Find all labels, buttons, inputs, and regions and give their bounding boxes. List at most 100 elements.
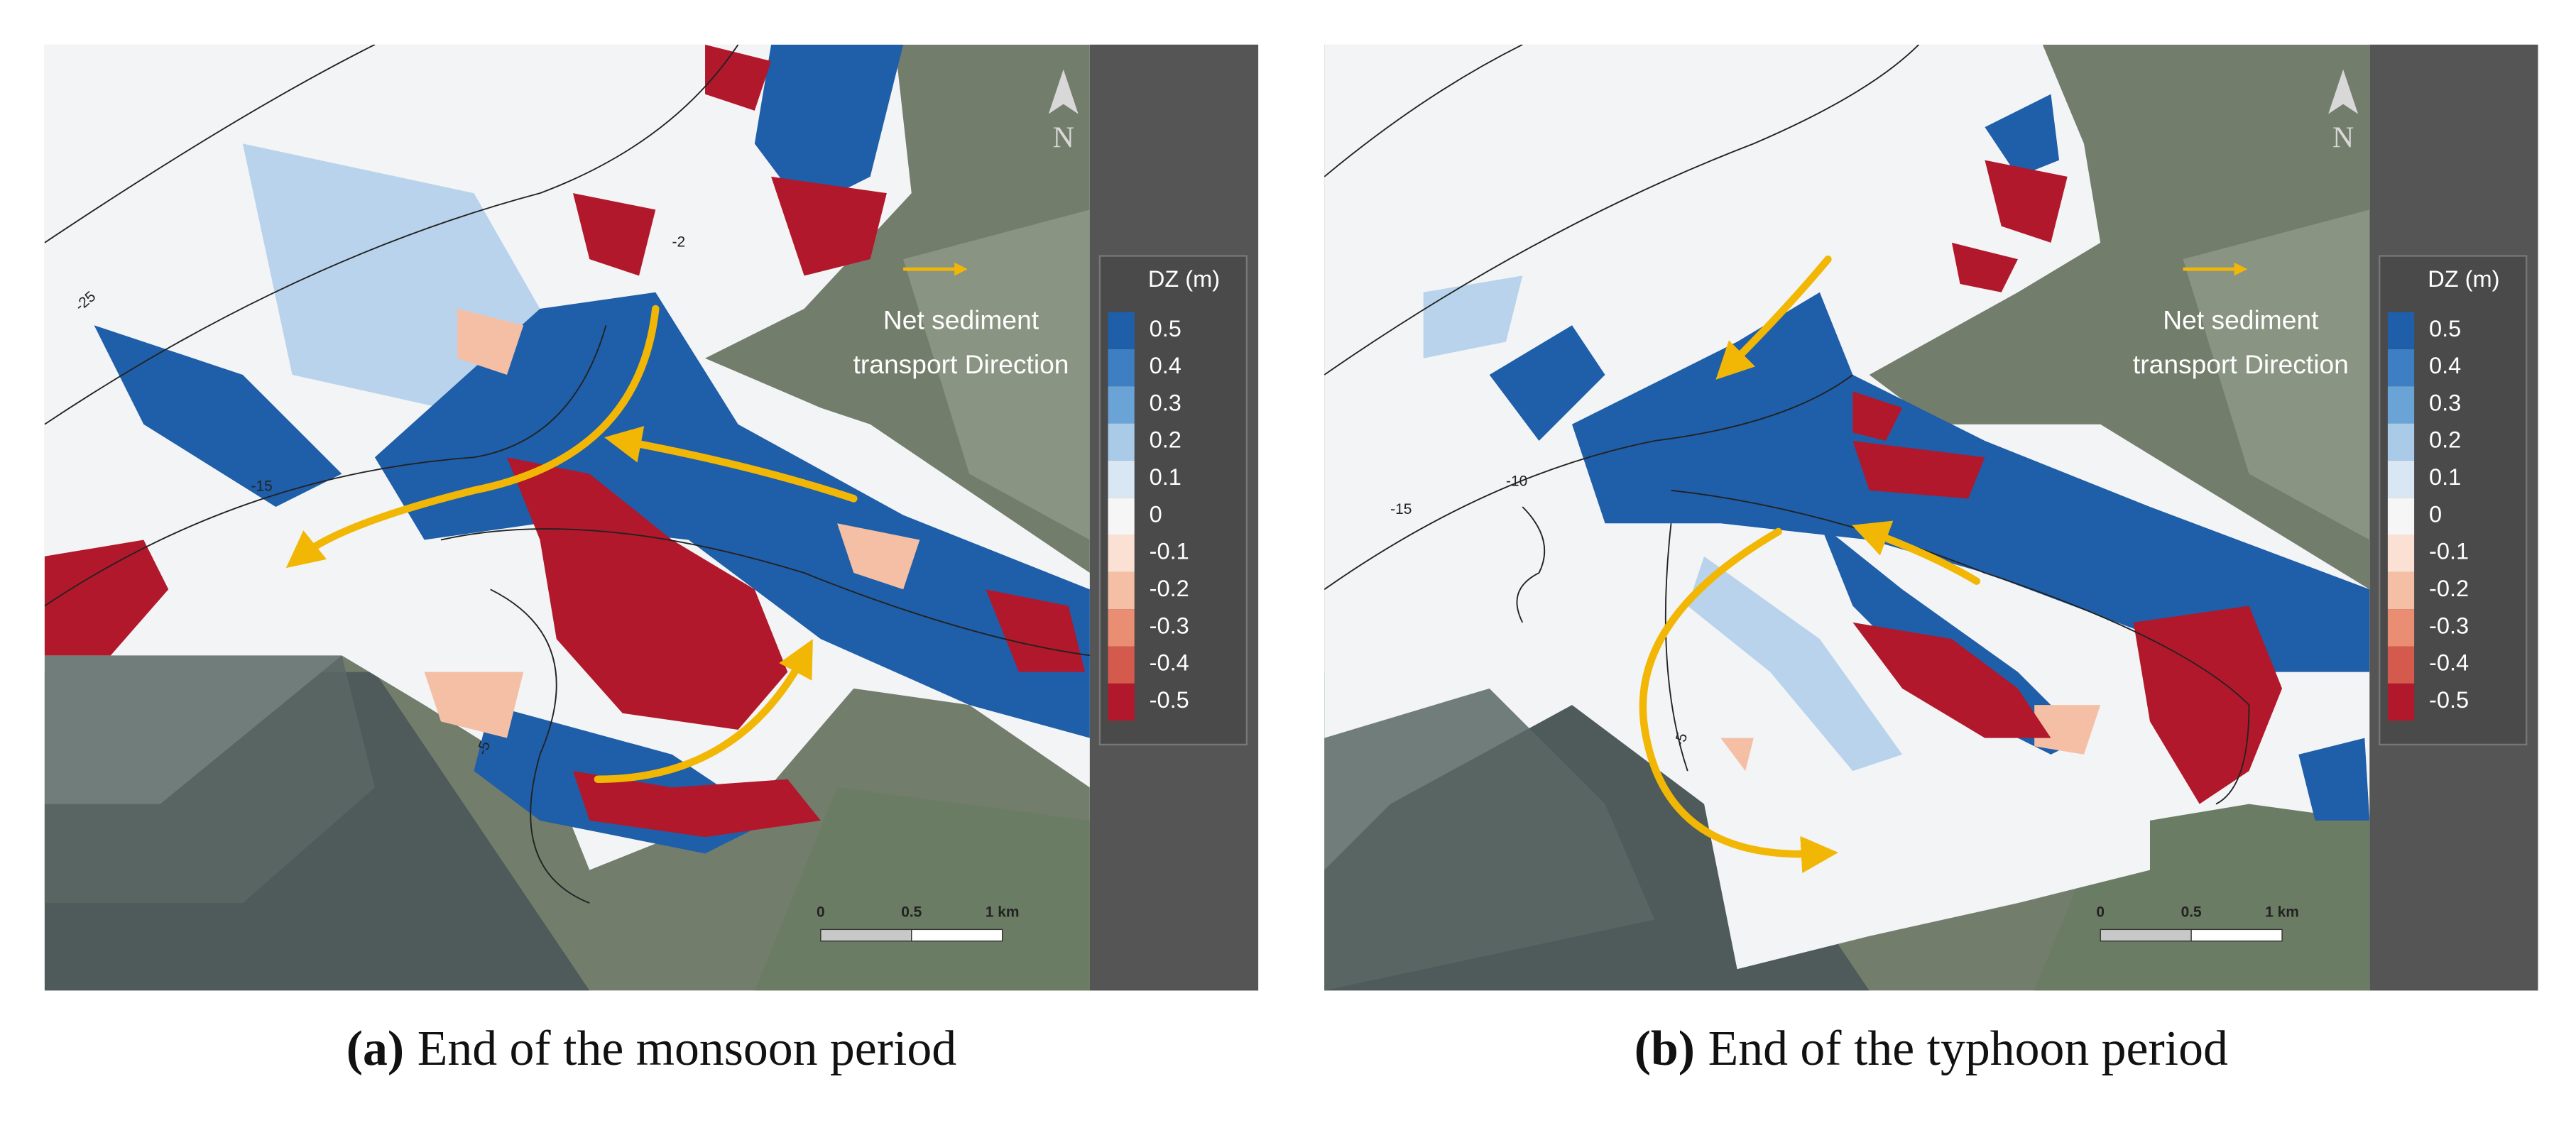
legend-label: -0.5 [2429, 687, 2469, 713]
erosion-light [837, 523, 920, 590]
erosion [1852, 440, 1985, 499]
legend-swatch [1108, 423, 1135, 461]
transport-arrow [594, 639, 813, 783]
contour-line [1324, 374, 1853, 591]
caption-text: End of the typhoon period [1708, 1021, 2228, 1076]
contour-line [1664, 523, 1688, 772]
legend-label: 0.1 [1150, 464, 1181, 490]
north-arrow [1048, 69, 1079, 114]
legend-swatch [2387, 683, 2415, 721]
transport-arrow [604, 426, 858, 503]
scale-bar-right [911, 928, 1003, 942]
erosion [1852, 391, 1903, 441]
land-light [2183, 209, 2370, 540]
contour-line [44, 324, 607, 607]
contour-line [1324, 44, 1523, 177]
north-label: N [2332, 121, 2354, 154]
map: -15-10-5 [1324, 44, 2370, 991]
legend-swatch [2387, 386, 2415, 424]
erosion [705, 44, 772, 111]
legend-title: DZ (m) [2428, 266, 2499, 292]
legend-label: 0.4 [1150, 353, 1181, 378]
land-light [903, 209, 1090, 540]
erosion [1951, 242, 2018, 292]
legend-label: -0.1 [1150, 539, 1189, 564]
legend-swatch [1108, 535, 1135, 572]
erosion [44, 539, 169, 656]
map: -25-2-15-5 [44, 44, 1090, 991]
legend-swatch [1108, 386, 1135, 424]
legend-label: 0 [1150, 501, 1162, 527]
erosion [506, 457, 788, 730]
annotation: Net sediment [2163, 305, 2319, 334]
scale-bar-label: 0 [817, 904, 825, 921]
legend-swatch [1108, 646, 1135, 684]
erosion [1852, 622, 2051, 738]
accretion [754, 44, 904, 210]
legend-swatch [2387, 646, 2415, 684]
north-label: N [1053, 121, 1074, 154]
legend-label: -0.1 [2429, 539, 2469, 564]
legend-swatch [2387, 498, 2415, 535]
legend-swatch [2387, 312, 2415, 349]
scale-bar-right [2190, 928, 2283, 942]
contour-label: -10 [1506, 473, 1527, 490]
legend-label: -0.4 [1150, 650, 1189, 676]
annotation: transport Direction [2133, 349, 2349, 379]
scale-bar-label: 0 [2096, 904, 2105, 921]
erosion [771, 176, 887, 276]
legend-swatch [1108, 683, 1135, 721]
legend: DZ (m) 0.5 0.4 0.3 0.2 0.1 0 -0.1 -0.2 -0.3 -0.4 -0… [2379, 255, 2528, 746]
contour-line [490, 588, 590, 904]
scale-bar-left [2100, 928, 2192, 942]
transport-arrow [285, 305, 660, 569]
legend-swatch [2387, 349, 2415, 387]
legend-swatch [2387, 423, 2415, 461]
contour-line [1324, 44, 1920, 376]
legend-swatch [1108, 609, 1135, 647]
legend-swatch [2387, 571, 2415, 610]
land-strip [44, 655, 375, 904]
contour-line [44, 44, 376, 243]
caption-text: End of the monsoon period [417, 1021, 957, 1076]
accretion [374, 292, 1090, 738]
accretion-light [1423, 275, 1523, 358]
caption: (a) End of the monsoon period [346, 1021, 956, 1076]
erosion-light [457, 308, 524, 375]
annotation: transport Direction [853, 349, 1069, 379]
erosion-light [424, 672, 524, 738]
erosion-light [2034, 705, 2101, 755]
caption-label: (a) [346, 1021, 404, 1076]
legend-label: 0.2 [1150, 427, 1181, 453]
transport-arrow [1639, 527, 1838, 873]
scale-bar-label: 1 km [986, 904, 1020, 921]
legend-label: -0.4 [2429, 650, 2469, 676]
legend-swatch [1108, 460, 1135, 498]
erosion [572, 771, 821, 838]
legend: DZ (m) 0.5 0.4 0.3 0.2 0.1 0 -0.1 -0.2 -0.3 -0.4 -0… [1098, 255, 1248, 746]
contour-line [44, 44, 739, 425]
contour-line [1671, 489, 2250, 805]
caption: (b) End of the typhoon period [1634, 1021, 2228, 1076]
north-arrow [2328, 69, 2359, 114]
legend-swatch [1108, 571, 1135, 610]
contour-line [440, 528, 1090, 657]
contour-label: -2 [672, 234, 686, 250]
scale-bar-left [820, 928, 912, 942]
accretion [2298, 738, 2370, 821]
legend-swatch [1108, 312, 1135, 349]
scale-bar-label: 1 km [2265, 904, 2299, 921]
legend-label: -0.2 [2429, 576, 2469, 601]
legend-swatch [2387, 460, 2415, 498]
legend-label: -0.3 [1150, 613, 1189, 638]
legend-swatch [1108, 349, 1135, 387]
contour-label: -15 [1390, 501, 1412, 517]
legend-label: 0.2 [2429, 427, 2461, 453]
legend-label: -0.3 [2429, 613, 2469, 638]
erosion-light [1720, 738, 1754, 772]
legend-label: -0.5 [1150, 687, 1189, 713]
accretion [94, 325, 342, 508]
